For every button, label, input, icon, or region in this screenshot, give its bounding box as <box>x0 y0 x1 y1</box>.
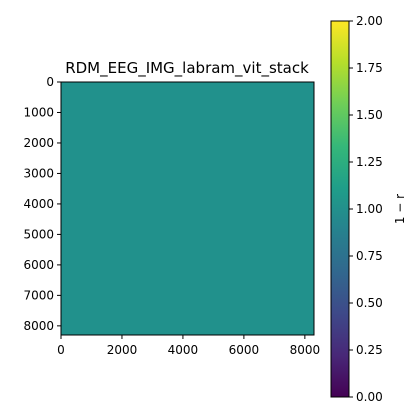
colorbar-tick-label: 1.25 <box>356 155 383 169</box>
colorbar-tick-label: 2.00 <box>356 14 383 28</box>
colorbar-label: 1 − r <box>393 194 407 224</box>
colorbar-tick-label: 0.75 <box>356 249 383 263</box>
colorbar-ticks: 0.00 0.25 0.50 0.75 1.00 1.25 1.50 1.75 2.00 <box>349 14 383 404</box>
colorbar <box>331 21 349 397</box>
y-tick-label: 3000 <box>23 166 54 180</box>
colorbar-tick-label: 1.50 <box>356 108 383 122</box>
y-tick-label: 5000 <box>23 227 54 241</box>
y-axis-ticks: 0 1000 2000 3000 4000 5000 6000 7000 8000 <box>23 75 61 333</box>
y-tick-label: 1000 <box>23 105 54 119</box>
y-tick-label: 4000 <box>23 197 54 211</box>
colorbar-tick-label: 1.00 <box>356 202 383 216</box>
y-tick-label: 7000 <box>23 288 54 302</box>
colorbar-tick-label: 0.00 <box>356 390 383 404</box>
heatmap-frame <box>60 81 315 336</box>
colorbar-tick-label: 0.50 <box>356 296 383 310</box>
y-tick-label: 6000 <box>23 258 54 272</box>
x-tick-label: 2000 <box>107 343 138 357</box>
y-tick-label: 0 <box>46 75 54 89</box>
y-tick-label: 2000 <box>23 136 54 150</box>
colorbar-tick-label: 1.75 <box>356 61 383 75</box>
colorbar-tick-label: 0.25 <box>356 343 383 357</box>
chart-title: RDM_EEG_IMG_labram_vit_stack <box>65 59 309 78</box>
x-tick-label: 0 <box>57 343 65 357</box>
y-tick-label: 8000 <box>23 319 54 333</box>
heatmap-matrix <box>61 82 314 335</box>
x-tick-label: 4000 <box>168 343 199 357</box>
x-tick-label: 8000 <box>290 343 321 357</box>
x-axis-ticks: 0 2000 4000 6000 8000 <box>57 335 320 357</box>
x-tick-label: 6000 <box>229 343 260 357</box>
